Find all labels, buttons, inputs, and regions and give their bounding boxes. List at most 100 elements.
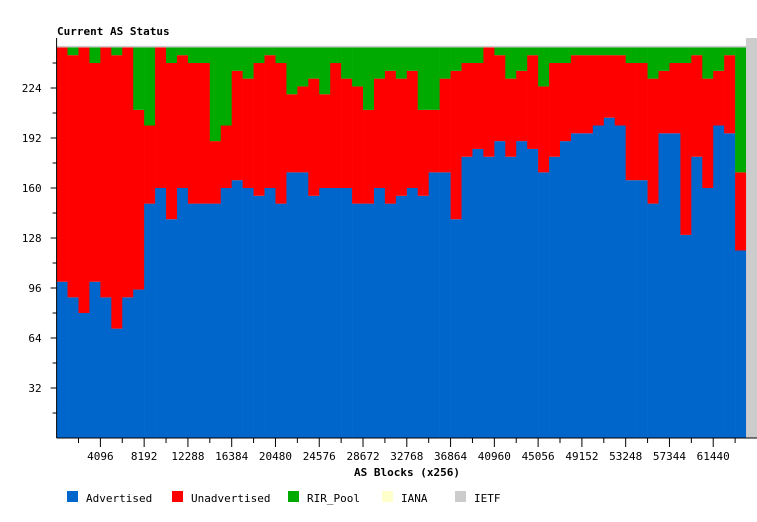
bar-rir-pool-51 (614, 47, 626, 56)
bar-advertised-7 (133, 289, 145, 438)
bar-ietf-3 (89, 45, 101, 48)
bar-advertised-3 (89, 281, 101, 438)
bar-rir-pool-25 (330, 47, 342, 63)
bar-unadvertised-57 (680, 63, 692, 235)
bar-rir-pool-38 (472, 47, 484, 63)
bar-unadvertised-0 (56, 47, 68, 282)
bar-ietf-49 (592, 45, 605, 48)
bar-ietf-8 (144, 45, 156, 48)
bar-advertised-12 (187, 203, 200, 438)
bar-advertised-19 (264, 188, 276, 438)
bar-rir-pool-7 (133, 47, 145, 110)
bar-ietf-4 (100, 45, 112, 48)
bar-advertised-2 (78, 313, 90, 438)
bar-advertised-44 (538, 172, 550, 438)
x-tick-label: 53248 (609, 450, 642, 463)
bar-unadvertised-48 (581, 55, 594, 134)
bar-advertised-15 (220, 188, 232, 438)
bar-rir-pool-22 (297, 47, 309, 87)
x-tick-label: 24576 (303, 450, 336, 463)
bar-advertised-10 (166, 219, 178, 438)
bar-advertised-55 (658, 133, 670, 438)
bar-advertised-56 (669, 133, 681, 438)
bar-ietf-62 (735, 45, 747, 48)
legend-swatch-advertised (67, 491, 78, 502)
bar-advertised-14 (209, 203, 222, 438)
bar-rir-pool-46 (560, 47, 572, 63)
bar-unadvertised-34 (428, 109, 440, 173)
bar-ietf-19 (264, 45, 276, 48)
bar-advertised-57 (680, 234, 692, 438)
bar-ietf-48 (581, 45, 594, 48)
bar-ietf-27 (352, 45, 364, 48)
bar-unadvertised-5 (111, 55, 123, 329)
bar-rir-pool-16 (231, 47, 243, 71)
bar-advertised-1 (67, 297, 79, 438)
bar-ietf-40 (494, 45, 506, 48)
bar-ietf-63 (746, 38, 757, 438)
bar-rir-pool-57 (680, 47, 692, 63)
bar-rir-pool-15 (220, 47, 232, 126)
bar-advertised-43 (527, 148, 539, 438)
bar-unadvertised-33 (417, 109, 429, 196)
bar-ietf-33 (417, 45, 429, 48)
x-tick-label: 45056 (522, 450, 555, 463)
bar-advertised-38 (472, 148, 484, 438)
bar-advertised-52 (625, 180, 637, 438)
bar-ietf-47 (570, 45, 583, 48)
bar-ietf-9 (155, 45, 167, 48)
bar-unadvertised-59 (702, 78, 714, 188)
bar-advertised-62 (735, 250, 747, 438)
bar-rir-pool-8 (144, 47, 156, 126)
bar-ietf-44 (538, 45, 550, 48)
bar-rir-pool-32 (406, 47, 419, 71)
x-tick-label: 49152 (565, 450, 598, 463)
bar-advertised-22 (297, 172, 309, 438)
bar-unadvertised-43 (527, 55, 539, 149)
y-tick-label: 128 (22, 232, 42, 245)
bar-advertised-35 (439, 172, 451, 438)
bar-rir-pool-10 (166, 47, 178, 63)
bar-ietf-20 (275, 45, 287, 48)
bar-rir-pool-34 (428, 47, 440, 110)
bar-ietf-6 (122, 45, 134, 48)
bar-unadvertised-3 (89, 63, 101, 282)
bar-unadvertised-20 (275, 63, 287, 204)
legend-swatch-ietf (455, 491, 466, 502)
bar-unadvertised-40 (494, 55, 506, 142)
bar-unadvertised-17 (242, 78, 254, 188)
bar-ietf-55 (658, 45, 670, 48)
bar-rir-pool-29 (373, 47, 386, 79)
bar-unadvertised-36 (450, 70, 462, 220)
bar-unadvertised-22 (297, 86, 309, 173)
bar-unadvertised-35 (439, 78, 451, 173)
bar-unadvertised-38 (472, 63, 484, 149)
bar-ietf-14 (209, 45, 222, 48)
bar-rir-pool-62 (735, 47, 747, 173)
bar-ietf-12 (187, 45, 200, 48)
bar-advertised-4 (100, 297, 112, 438)
bar-unadvertised-13 (198, 63, 211, 204)
bar-rir-pool-47 (570, 47, 583, 56)
legend-swatch-iana (382, 491, 393, 502)
x-tick-label: 61440 (697, 450, 730, 463)
bar-advertised-25 (330, 188, 342, 438)
bar-rir-pool-52 (625, 47, 637, 63)
bar-ietf-38 (472, 45, 484, 48)
bar-rir-pool-35 (439, 47, 451, 79)
bar-rir-pool-40 (494, 47, 506, 56)
bar-advertised-11 (176, 188, 189, 438)
bar-rir-pool-36 (450, 47, 462, 71)
bar-rir-pool-56 (669, 47, 681, 63)
legend-label-ietf: IETF (474, 492, 501, 505)
bar-advertised-46 (560, 141, 572, 438)
bar-unadvertised-14 (209, 141, 222, 204)
bar-ietf-46 (560, 45, 572, 48)
bar-unadvertised-7 (133, 109, 145, 290)
bar-advertised-26 (341, 188, 353, 438)
bar-unadvertised-46 (560, 63, 572, 142)
x-tick-label: 20480 (259, 450, 292, 463)
bar-ietf-17 (242, 45, 254, 48)
bar-ietf-54 (647, 45, 659, 48)
bar-unadvertised-54 (647, 78, 659, 204)
